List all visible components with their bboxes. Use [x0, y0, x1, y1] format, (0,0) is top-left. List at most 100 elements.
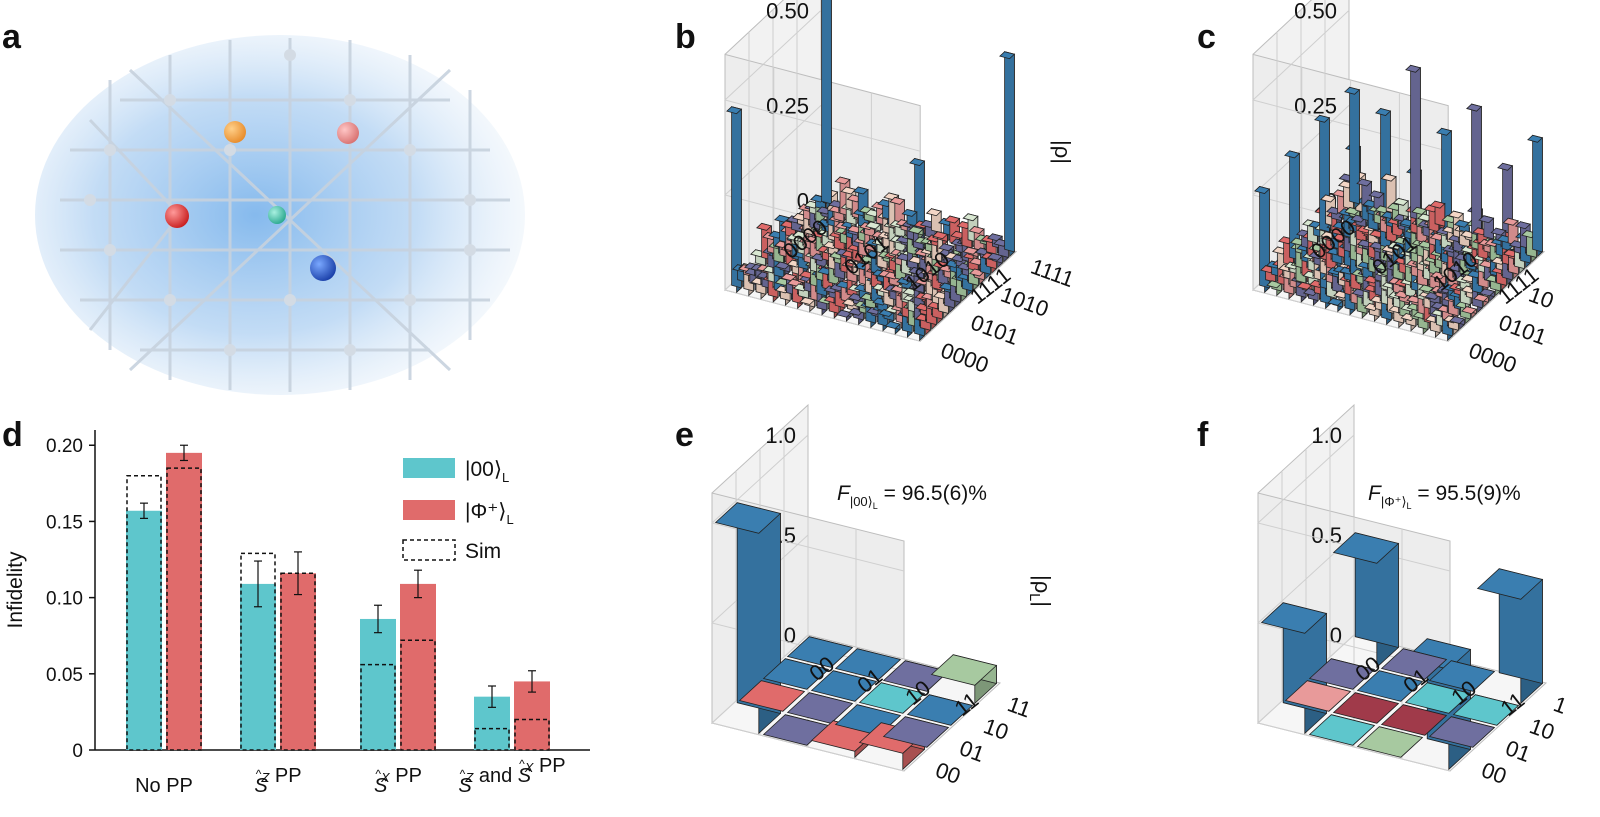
bar-top	[944, 215, 961, 224]
x-category-label: S^Z PP	[254, 765, 301, 797]
legend-label: |Φ⁺⟩L	[465, 500, 514, 527]
bar-top	[714, 502, 782, 534]
fidelity-box	[829, 472, 1057, 514]
bar-top	[786, 692, 854, 724]
legend-text: |00⟩	[465, 458, 502, 481]
bar-top	[858, 682, 926, 714]
operator-superscript: X	[380, 770, 391, 785]
legend-text: |Φ⁺⟩	[465, 500, 507, 523]
col-tick-label: 0101	[967, 310, 1022, 350]
bar-top	[1497, 162, 1514, 171]
operator-superscript: Z	[260, 770, 270, 785]
panel-label-e: e	[675, 416, 694, 454]
bar-top	[1284, 680, 1352, 712]
bar-top	[1254, 186, 1271, 194]
legend-subscript: L	[502, 470, 509, 485]
y-tick-label: 0.10	[46, 589, 83, 610]
bar-top	[1466, 103, 1483, 112]
bar-top	[1308, 658, 1376, 690]
col-tick-label: 10	[980, 713, 1012, 745]
panel-label-d: d	[2, 416, 23, 454]
operator-symbol: S	[518, 765, 532, 787]
operator-superscript: Z	[464, 770, 474, 785]
bar-top	[1392, 197, 1409, 206]
bar-top	[909, 158, 926, 166]
z-axis-label-text: |ρ|	[1050, 140, 1075, 164]
bar-top	[925, 208, 942, 217]
bar-top	[1478, 215, 1495, 224]
col-tick-label: 1	[1550, 691, 1570, 719]
sim-outline	[126, 474, 162, 751]
bar-top	[852, 186, 869, 195]
y-tick-label: 0.05	[46, 665, 83, 686]
bar	[360, 618, 396, 750]
operator-symbol: S	[458, 775, 472, 797]
bar-top	[1344, 86, 1361, 95]
operator-symbol: S	[254, 775, 268, 797]
col-tick-label: 0000	[1465, 338, 1520, 378]
operator-superscript: X	[524, 760, 535, 775]
bar	[400, 583, 436, 750]
bar-top	[906, 694, 974, 726]
bar-top	[1476, 568, 1544, 600]
y-tick-label: 0.20	[46, 436, 83, 457]
sim-outline	[360, 663, 396, 751]
bar-top	[1436, 127, 1453, 136]
bar-top	[726, 106, 743, 115]
legend-label: |00⟩L	[465, 458, 509, 485]
col-tick-label: 0101	[1495, 310, 1550, 350]
col-tick-label: 1111	[1027, 254, 1077, 293]
x-category-label: S^X PP	[374, 765, 422, 797]
fidelity-symbol: F	[837, 482, 851, 505]
bar-top	[1428, 660, 1496, 692]
col-tick-label: 00	[1478, 757, 1510, 789]
fidelity-subscript: |00⟩	[850, 494, 873, 509]
bar-top	[889, 196, 906, 205]
sim-outline	[166, 467, 202, 751]
bar-front	[1471, 103, 1482, 237]
bar-front	[1349, 86, 1360, 205]
bar-top	[1380, 648, 1448, 680]
y-axis-label: Infidelity	[4, 551, 27, 629]
bar-top	[1380, 173, 1397, 182]
z-tick-label: 1.0	[1311, 423, 1342, 448]
legend-swatch-sim	[402, 539, 456, 561]
z-tick-label: 0.50	[1294, 0, 1337, 23]
bar-top	[1332, 532, 1400, 564]
bar-top	[1320, 194, 1337, 203]
x-category-label: No PP	[135, 775, 193, 797]
bar-top	[1449, 316, 1466, 325]
legend-swatch	[403, 458, 455, 478]
bar	[280, 573, 316, 750]
bar-top	[738, 680, 806, 712]
fidelity-subscript-2: L	[1407, 501, 1412, 511]
bar-top	[901, 208, 918, 217]
bar-top	[1380, 704, 1448, 736]
lattice-illustration	[35, 35, 525, 395]
bar-top	[882, 716, 950, 748]
bar-top	[1356, 178, 1373, 187]
bar-top	[810, 670, 878, 702]
operator-hat: ^	[256, 767, 262, 781]
bar-top	[1479, 288, 1496, 297]
bar-top	[907, 226, 924, 235]
sim-outline	[400, 639, 436, 751]
bar-top	[756, 222, 773, 231]
z-tick-label: 0	[1330, 623, 1342, 648]
bar-top	[938, 243, 955, 252]
operator-hat: ^	[519, 757, 525, 771]
bar-top	[1461, 306, 1478, 315]
qubit-sphere-teal	[268, 206, 286, 224]
col-tick-label: 1010	[997, 282, 1052, 322]
fidelity-value: = 96.5(6)%	[878, 482, 987, 505]
grid-line	[710, 434, 905, 572]
z-axis-label-sub: L	[1026, 593, 1042, 601]
bar-front	[1532, 134, 1543, 253]
bar-top	[1473, 293, 1490, 302]
panel-label-b: b	[675, 18, 696, 56]
col-tick-label: 0000	[937, 338, 992, 378]
bar	[514, 681, 550, 750]
